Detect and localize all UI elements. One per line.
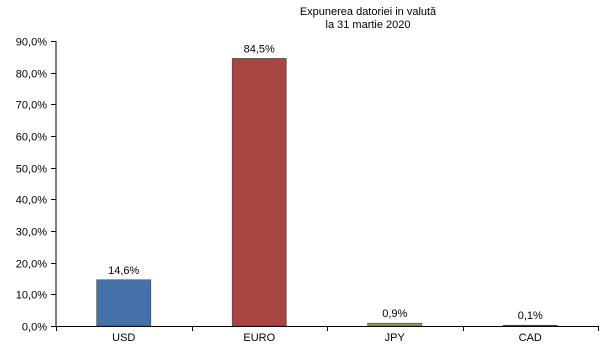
data-label-cad: 0,1% [518, 310, 543, 322]
chart-title-line-1: Expunerea datoriei in valută [299, 6, 437, 18]
bar-jpy [367, 322, 423, 327]
bar-usd [96, 279, 152, 327]
y-tick-label: 40,0% [16, 195, 47, 207]
x-tick-label-euro: EURO [243, 332, 275, 344]
y-tick-label: 80,0% [16, 69, 47, 81]
x-tick-label-jpy: JPY [385, 332, 406, 344]
y-axis: 0,0% 10,0% 20,0% 30,0% 40,0% 50,0% 60,0% 70,0% 8… [16, 37, 57, 334]
x-tick-label-usd: USD [112, 332, 135, 344]
y-tick-label: 90,0% [16, 37, 47, 49]
bar-cad [502, 324, 558, 327]
y-tick-label: 60,0% [16, 132, 47, 144]
bar-euro [231, 58, 287, 327]
y-tick-label: 30,0% [16, 227, 47, 239]
x-axis: USD EURO JPY CAD [56, 326, 599, 344]
bars [96, 58, 558, 327]
y-tick-label: 20,0% [16, 259, 47, 271]
y-tick-label: 50,0% [16, 164, 47, 176]
data-labels: 14,6% 84,5% 0,9% 0,1% [108, 43, 543, 322]
y-tick-label: 0,0% [22, 322, 47, 334]
chart-title-line-2: la 31 martie 2020 [325, 19, 411, 31]
y-tick-label: 70,0% [16, 100, 47, 112]
x-tick-label-cad: CAD [519, 332, 542, 344]
y-tick-label: 10,0% [16, 290, 47, 302]
data-label-euro: 84,5% [244, 43, 275, 55]
data-label-jpy: 0,9% [382, 308, 407, 320]
data-label-usd: 14,6% [108, 265, 139, 277]
